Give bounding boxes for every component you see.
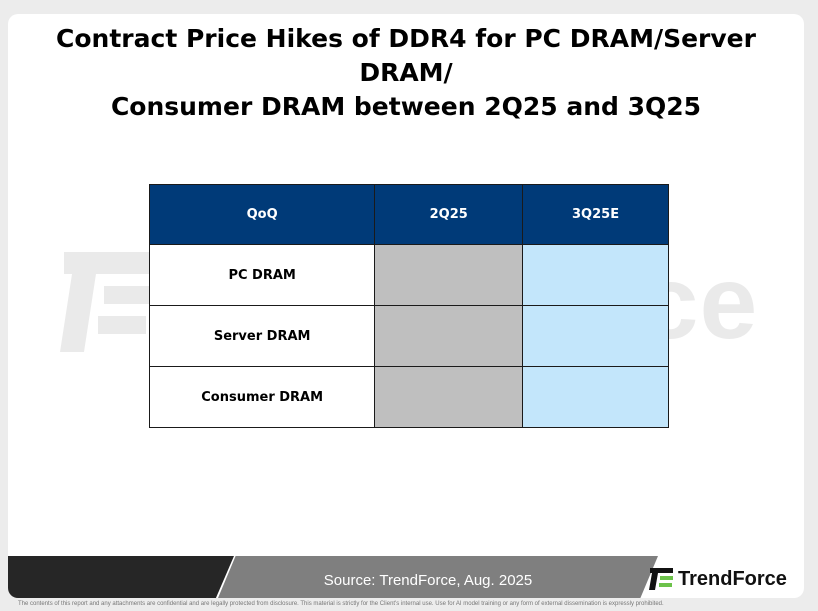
chart-title-line2: Consumer DRAM between 2Q25 and 3Q25 — [110, 92, 702, 121]
row-label-server-dram: Server DRAM — [148, 305, 376, 367]
trendforce-logo-icon — [649, 568, 673, 590]
row-label-consumer-dram: Consumer DRAM — [148, 366, 376, 428]
table-header-row: QoQ 2Q25 3Q25E — [148, 184, 669, 245]
cell-server-dram-2q25 — [374, 305, 524, 367]
cell-pc-dram-3q25e — [522, 244, 669, 306]
table-row: Consumer DRAM — [148, 366, 669, 428]
footer-dark-band — [8, 556, 234, 598]
price-table: QoQ 2Q25 3Q25E PC DRAM Server DRAM Consu… — [148, 184, 669, 428]
header-qoq: QoQ — [148, 184, 376, 245]
slide: Contract Price Hikes of DDR4 for PC DRAM… — [8, 14, 804, 598]
chart-title-line1: Contract Price Hikes of DDR4 for PC DRAM… — [56, 24, 756, 87]
header-2q25: 2Q25 — [374, 184, 524, 245]
watermark-logo-icon — [60, 252, 154, 352]
row-label-pc-dram: PC DRAM — [148, 244, 376, 306]
brand-name: TrendForce — [678, 567, 787, 590]
table-row: PC DRAM — [148, 244, 669, 306]
chart-title: Contract Price Hikes of DDR4 for PC DRAM… — [8, 22, 804, 124]
cell-server-dram-3q25e — [522, 305, 669, 367]
cell-consumer-dram-2q25 — [374, 366, 524, 428]
disclaimer: The contents of this report and any atta… — [18, 601, 664, 607]
header-3q25e: 3Q25E — [522, 184, 669, 245]
footer-gray-band — [218, 556, 658, 598]
table-row: Server DRAM — [148, 305, 669, 367]
brand-logo: TrendForce — [648, 566, 787, 592]
cell-pc-dram-2q25 — [374, 244, 524, 306]
source-note: Source: TrendForce, Aug. 2025 — [323, 572, 533, 589]
cell-consumer-dram-3q25e — [522, 366, 669, 428]
